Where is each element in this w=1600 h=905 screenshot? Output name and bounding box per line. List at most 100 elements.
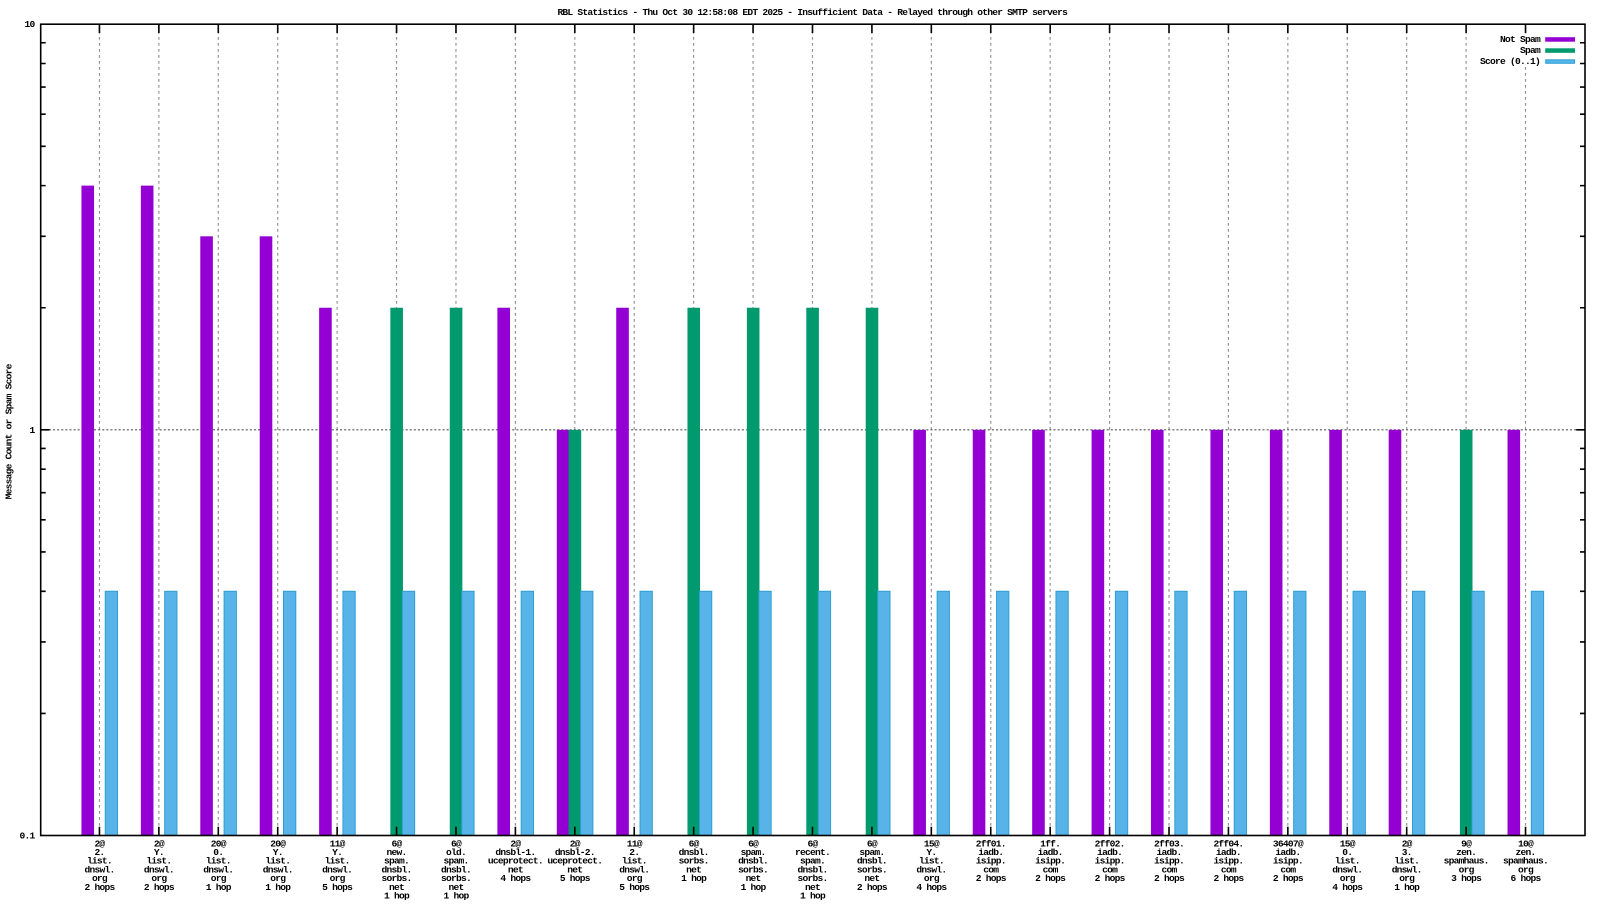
svg-text:2@: 2@ [94,838,105,849]
svg-text:list.: list. [265,856,290,867]
svg-text:isipp.: isipp. [976,856,1006,867]
svg-text:iadb.: iadb. [1216,847,1241,858]
svg-text:isipp.: isipp. [1273,856,1303,867]
svg-text:11@: 11@ [330,838,346,849]
svg-text:2 hops: 2 hops [1095,873,1126,884]
svg-text:Y.: Y. [926,847,936,858]
svg-text:Not Spam: Not Spam [1500,34,1541,45]
svg-text:RBL Statistics - Thu Oct 30 12: RBL Statistics - Thu Oct 30 12:58:08 EDT… [557,7,1068,18]
svg-text:0.: 0. [1342,847,1352,858]
svg-text:list.: list. [206,856,231,867]
svg-text:dnsbl-1.: dnsbl-1. [495,847,535,858]
svg-text:sorbs.: sorbs. [441,873,471,884]
svg-text:2@: 2@ [570,838,581,849]
svg-text:1 hop: 1 hop [384,891,410,901]
svg-text:org: org [627,873,643,884]
svg-text:list.: list. [919,856,944,867]
svg-text:dnsbl.: dnsbl. [441,864,471,875]
svg-text:2.: 2. [629,847,639,858]
svg-text:0.: 0. [213,847,223,858]
svg-text:sorbs.: sorbs. [679,856,709,867]
svg-text:Score (0..1): Score (0..1) [1480,56,1540,67]
svg-text:4 hops: 4 hops [1332,882,1363,893]
svg-text:1 hop: 1 hop [265,882,291,893]
svg-text:6@: 6@ [689,838,700,849]
svg-text:2 hops: 2 hops [1035,873,1066,884]
svg-text:com: com [1162,864,1178,875]
svg-text:2 hops: 2 hops [1154,873,1185,884]
svg-text:com: com [1221,864,1237,875]
svg-text:dnsbl.: dnsbl. [857,856,887,867]
svg-text:net: net [448,882,463,893]
svg-text:net: net [508,864,523,875]
svg-text:1 hop: 1 hop [800,891,826,901]
svg-text:spam.: spam. [741,847,766,858]
svg-text:2ff04.: 2ff04. [1213,838,1243,849]
svg-text:dnswl.: dnswl. [263,864,293,875]
svg-text:net: net [567,864,582,875]
svg-text:6@: 6@ [807,838,818,849]
svg-text:Message Count or Spam Score: Message Count or Spam Score [4,363,15,499]
svg-text:sorbs.: sorbs. [738,864,768,875]
svg-text:dnswl.: dnswl. [144,864,174,875]
svg-text:1: 1 [30,425,36,436]
svg-text:15@: 15@ [1340,838,1356,849]
svg-text:Y.: Y. [273,847,283,858]
svg-text:spam.: spam. [859,847,884,858]
svg-text:list.: list. [622,856,647,867]
svg-text:org: org [211,873,227,884]
svg-text:15@: 15@ [924,838,940,849]
svg-text:org: org [151,873,167,884]
svg-text:2ff01.: 2ff01. [976,838,1006,849]
svg-text:6@: 6@ [867,838,878,849]
svg-text:9@: 9@ [1461,838,1472,849]
svg-text:dnswl.: dnswl. [203,864,233,875]
svg-text:uceprotect.: uceprotect. [547,856,602,867]
svg-text:net: net [805,882,820,893]
svg-text:1 hop: 1 hop [1394,882,1420,893]
svg-text:dnsbl.: dnsbl. [797,864,827,875]
svg-text:old.: old. [446,847,466,858]
svg-text:list.: list. [87,856,112,867]
svg-text:org: org [1340,873,1356,884]
svg-text:2 hops: 2 hops [144,882,175,893]
svg-text:isipp.: isipp. [1095,856,1125,867]
svg-text:iadb.: iadb. [1097,847,1122,858]
svg-text:spam.: spam. [443,856,468,867]
svg-text:new.: new. [387,847,407,858]
svg-text:6 hops: 6 hops [1511,873,1542,884]
svg-text:list.: list. [146,856,171,867]
svg-text:list.: list. [1394,856,1419,867]
svg-text:1ff.: 1ff. [1040,838,1060,849]
svg-text:10@: 10@ [1518,838,1534,849]
svg-text:zen.: zen. [1456,847,1476,858]
svg-text:com: com [1043,864,1059,875]
svg-text:org: org [1518,864,1534,875]
svg-text:dnswl.: dnswl. [1332,864,1362,875]
svg-text:dnsbl.: dnsbl. [382,864,412,875]
svg-text:zen.: zen. [1516,847,1536,858]
svg-text:uceprotect.: uceprotect. [488,856,543,867]
svg-text:dnswl.: dnswl. [322,864,352,875]
svg-text:3 hops: 3 hops [1451,873,1482,884]
svg-text:com: com [1280,864,1296,875]
svg-text:spam.: spam. [384,856,409,867]
svg-text:iadb.: iadb. [1038,847,1063,858]
svg-text:2ff03.: 2ff03. [1154,838,1184,849]
svg-text:list.: list. [325,856,350,867]
svg-text:spamhaus.: spamhaus. [1503,856,1548,867]
svg-text:6@: 6@ [748,838,759,849]
svg-text:sorbs.: sorbs. [382,873,412,884]
svg-text:5 hops: 5 hops [322,882,353,893]
svg-text:org: org [1399,873,1415,884]
svg-text:5 hops: 5 hops [560,873,591,884]
svg-text:org: org [330,873,346,884]
svg-text:org: org [924,873,940,884]
svg-text:com: com [983,864,999,875]
svg-text:dnswl.: dnswl. [84,864,114,875]
svg-text:11@: 11@ [627,838,643,849]
svg-text:Y.: Y. [154,847,164,858]
svg-text:dnsbl-2.: dnsbl-2. [555,847,595,858]
svg-text:org: org [270,873,286,884]
svg-text:6@: 6@ [392,838,403,849]
